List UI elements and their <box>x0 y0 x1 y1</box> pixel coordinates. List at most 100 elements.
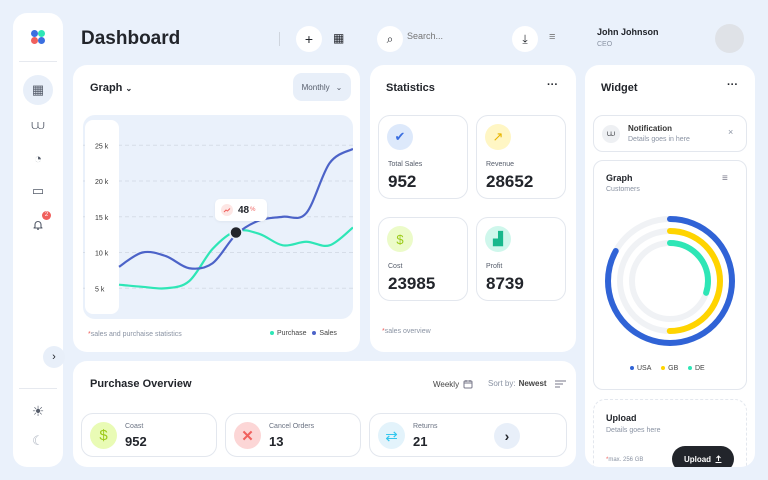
light-mode-toggle[interactable]: ☀ <box>24 397 52 425</box>
stat-card: ▟ Profit 8739 <box>476 217 566 301</box>
stat-label: Total Sales <box>388 161 423 168</box>
graph-filter-button[interactable]: ≡ <box>722 173 728 184</box>
sidebar-item-reports[interactable]: ◔ <box>24 144 52 172</box>
sidebar-item-notifications[interactable]: 2 <box>24 211 52 239</box>
period-value: Monthly <box>301 82 330 92</box>
donut-arc-de <box>629 240 711 322</box>
grid-plus-icon: ▦ <box>333 31 345 45</box>
sidebar-item-dashboard[interactable]: ▦ <box>23 75 53 105</box>
inbox-icon: ⩊ <box>602 125 620 143</box>
stat-card: ↗ Revenue 28652 <box>476 115 566 199</box>
dark-mode-toggle[interactable]: ☾ <box>24 427 52 455</box>
upload-dropzone[interactable]: Upload Details goes here *max. 256 GB Up… <box>593 399 747 467</box>
check-badge-icon: ✔ <box>387 124 413 150</box>
add-widget-button[interactable]: ▦ <box>333 31 344 45</box>
stat-label: Cost <box>388 263 403 270</box>
sort-lines-icon <box>554 380 566 387</box>
item-value: 952 <box>125 434 147 449</box>
page-title: Dashboard <box>81 28 181 49</box>
download-icon: ⤓ <box>522 31 528 46</box>
sun-icon: ☀ <box>31 402 45 419</box>
plus-icon: + <box>304 31 314 47</box>
legend-gb: GB <box>668 365 679 372</box>
y-tick-label: 10 k <box>95 251 109 258</box>
y-tick-label: 15 k <box>95 215 109 222</box>
stat-label: Revenue <box>486 161 515 168</box>
expand-sidebar-button[interactable]: › <box>43 346 65 368</box>
sidebar-item-inbox[interactable]: ⩊ <box>24 111 52 139</box>
chart-tooltip: 48% <box>215 199 267 221</box>
inbox-icon: ⩊ <box>31 117 45 132</box>
purchase-overview-card: Purchase Overview Weekly Sort by: Newest … <box>73 361 576 467</box>
user-role: CEO <box>597 41 613 48</box>
graph-title: Graph <box>90 82 123 94</box>
statistics-footnote: sales overview <box>384 328 431 335</box>
customers-graph-card: Graph Customers ≡ USA GB DE <box>593 160 747 390</box>
item-label: Coast <box>125 423 144 430</box>
sort-selector[interactable]: Sort by: Newest <box>488 379 566 388</box>
grid-icon: ▦ <box>31 82 45 97</box>
close-notification-button[interactable]: × <box>728 127 733 137</box>
user-name: John Johnson <box>597 27 659 37</box>
folder-icon: ▭ <box>31 183 45 198</box>
item-label: Returns <box>413 423 438 430</box>
more-icon: ··· <box>727 79 738 91</box>
widget-title: Widget <box>601 82 638 94</box>
donut-chart <box>605 216 735 346</box>
item-label: Cancel Orders <box>269 423 315 430</box>
next-button[interactable]: › <box>494 423 520 449</box>
highlight-point[interactable] <box>229 225 243 240</box>
money-bag-icon: $ <box>90 422 117 449</box>
calendar-icon <box>463 380 473 389</box>
sort-label: Sort by: <box>488 379 516 388</box>
widget-panel: Widget ··· ⩊ Notification Details goes i… <box>585 65 755 467</box>
notification-badge: 2 <box>42 211 51 220</box>
money-bag-icon: $ <box>387 226 413 252</box>
tooltip-value: 48 <box>238 204 250 216</box>
repeat-arrows-icon: ⇄ <box>378 422 405 449</box>
purchase-item-coast: $ Coast 952 <box>81 413 217 457</box>
bell-icon <box>33 221 43 230</box>
statistics-card: Statistics ··· ✔ Total Sales 952 ↗ Revenu… <box>370 65 576 352</box>
period-label: Weekly <box>433 379 460 389</box>
legend-purchase: Purchase <box>277 330 307 337</box>
upload-button-label: Upload <box>683 454 712 464</box>
customers-graph-title: Graph <box>606 173 633 183</box>
filter-button[interactable]: ≡ <box>549 31 555 43</box>
download-button[interactable]: ⤓ <box>512 26 538 52</box>
y-tick-label: 20 k <box>95 179 109 186</box>
stat-label: Profit <box>486 263 503 270</box>
purchase-title: Purchase Overview <box>90 378 192 390</box>
chevron-right-icon: › <box>504 428 510 444</box>
stat-value: 952 <box>388 172 417 191</box>
notification-item[interactable]: ⩊ Notification Details goes in here × <box>593 115 747 152</box>
widget-menu-button[interactable]: ··· <box>727 79 738 91</box>
legend-sales: Sales <box>319 330 337 337</box>
avatar[interactable] <box>715 24 744 53</box>
chevron-down-icon: ⌄ <box>125 84 133 93</box>
item-value: 13 <box>269 434 284 449</box>
bar-chart-icon: ▟ <box>485 226 511 252</box>
upload-button[interactable]: Upload <box>672 446 734 467</box>
statistics-title: Statistics <box>386 82 435 94</box>
notification-details: Details goes in here <box>628 136 690 143</box>
search-button[interactable]: ⌕ <box>377 26 403 52</box>
legend-de: DE <box>695 365 705 372</box>
period-selector[interactable]: Weekly <box>433 379 473 389</box>
notification-title: Notification <box>628 124 672 133</box>
stat-value: 8739 <box>486 274 524 293</box>
y-axis-panel <box>85 120 119 314</box>
item-value: 21 <box>413 434 428 449</box>
period-select[interactable]: Monthly ⌄ <box>293 73 351 101</box>
donut-arc-usa <box>605 216 735 346</box>
pie-chart-icon: ◔ <box>34 150 42 166</box>
search-icon: ⌕ <box>386 31 394 46</box>
statistics-menu-button[interactable]: ··· <box>547 79 558 91</box>
search-input[interactable] <box>407 31 497 41</box>
stat-value: 23985 <box>388 274 436 293</box>
y-tick-label: 25 k <box>95 143 109 150</box>
graph-title-dropdown[interactable]: Graph ⌄ <box>90 82 132 94</box>
add-button[interactable]: + <box>296 26 322 52</box>
sidebar-item-files[interactable]: ▭ <box>24 177 52 205</box>
app-logo <box>31 30 45 44</box>
